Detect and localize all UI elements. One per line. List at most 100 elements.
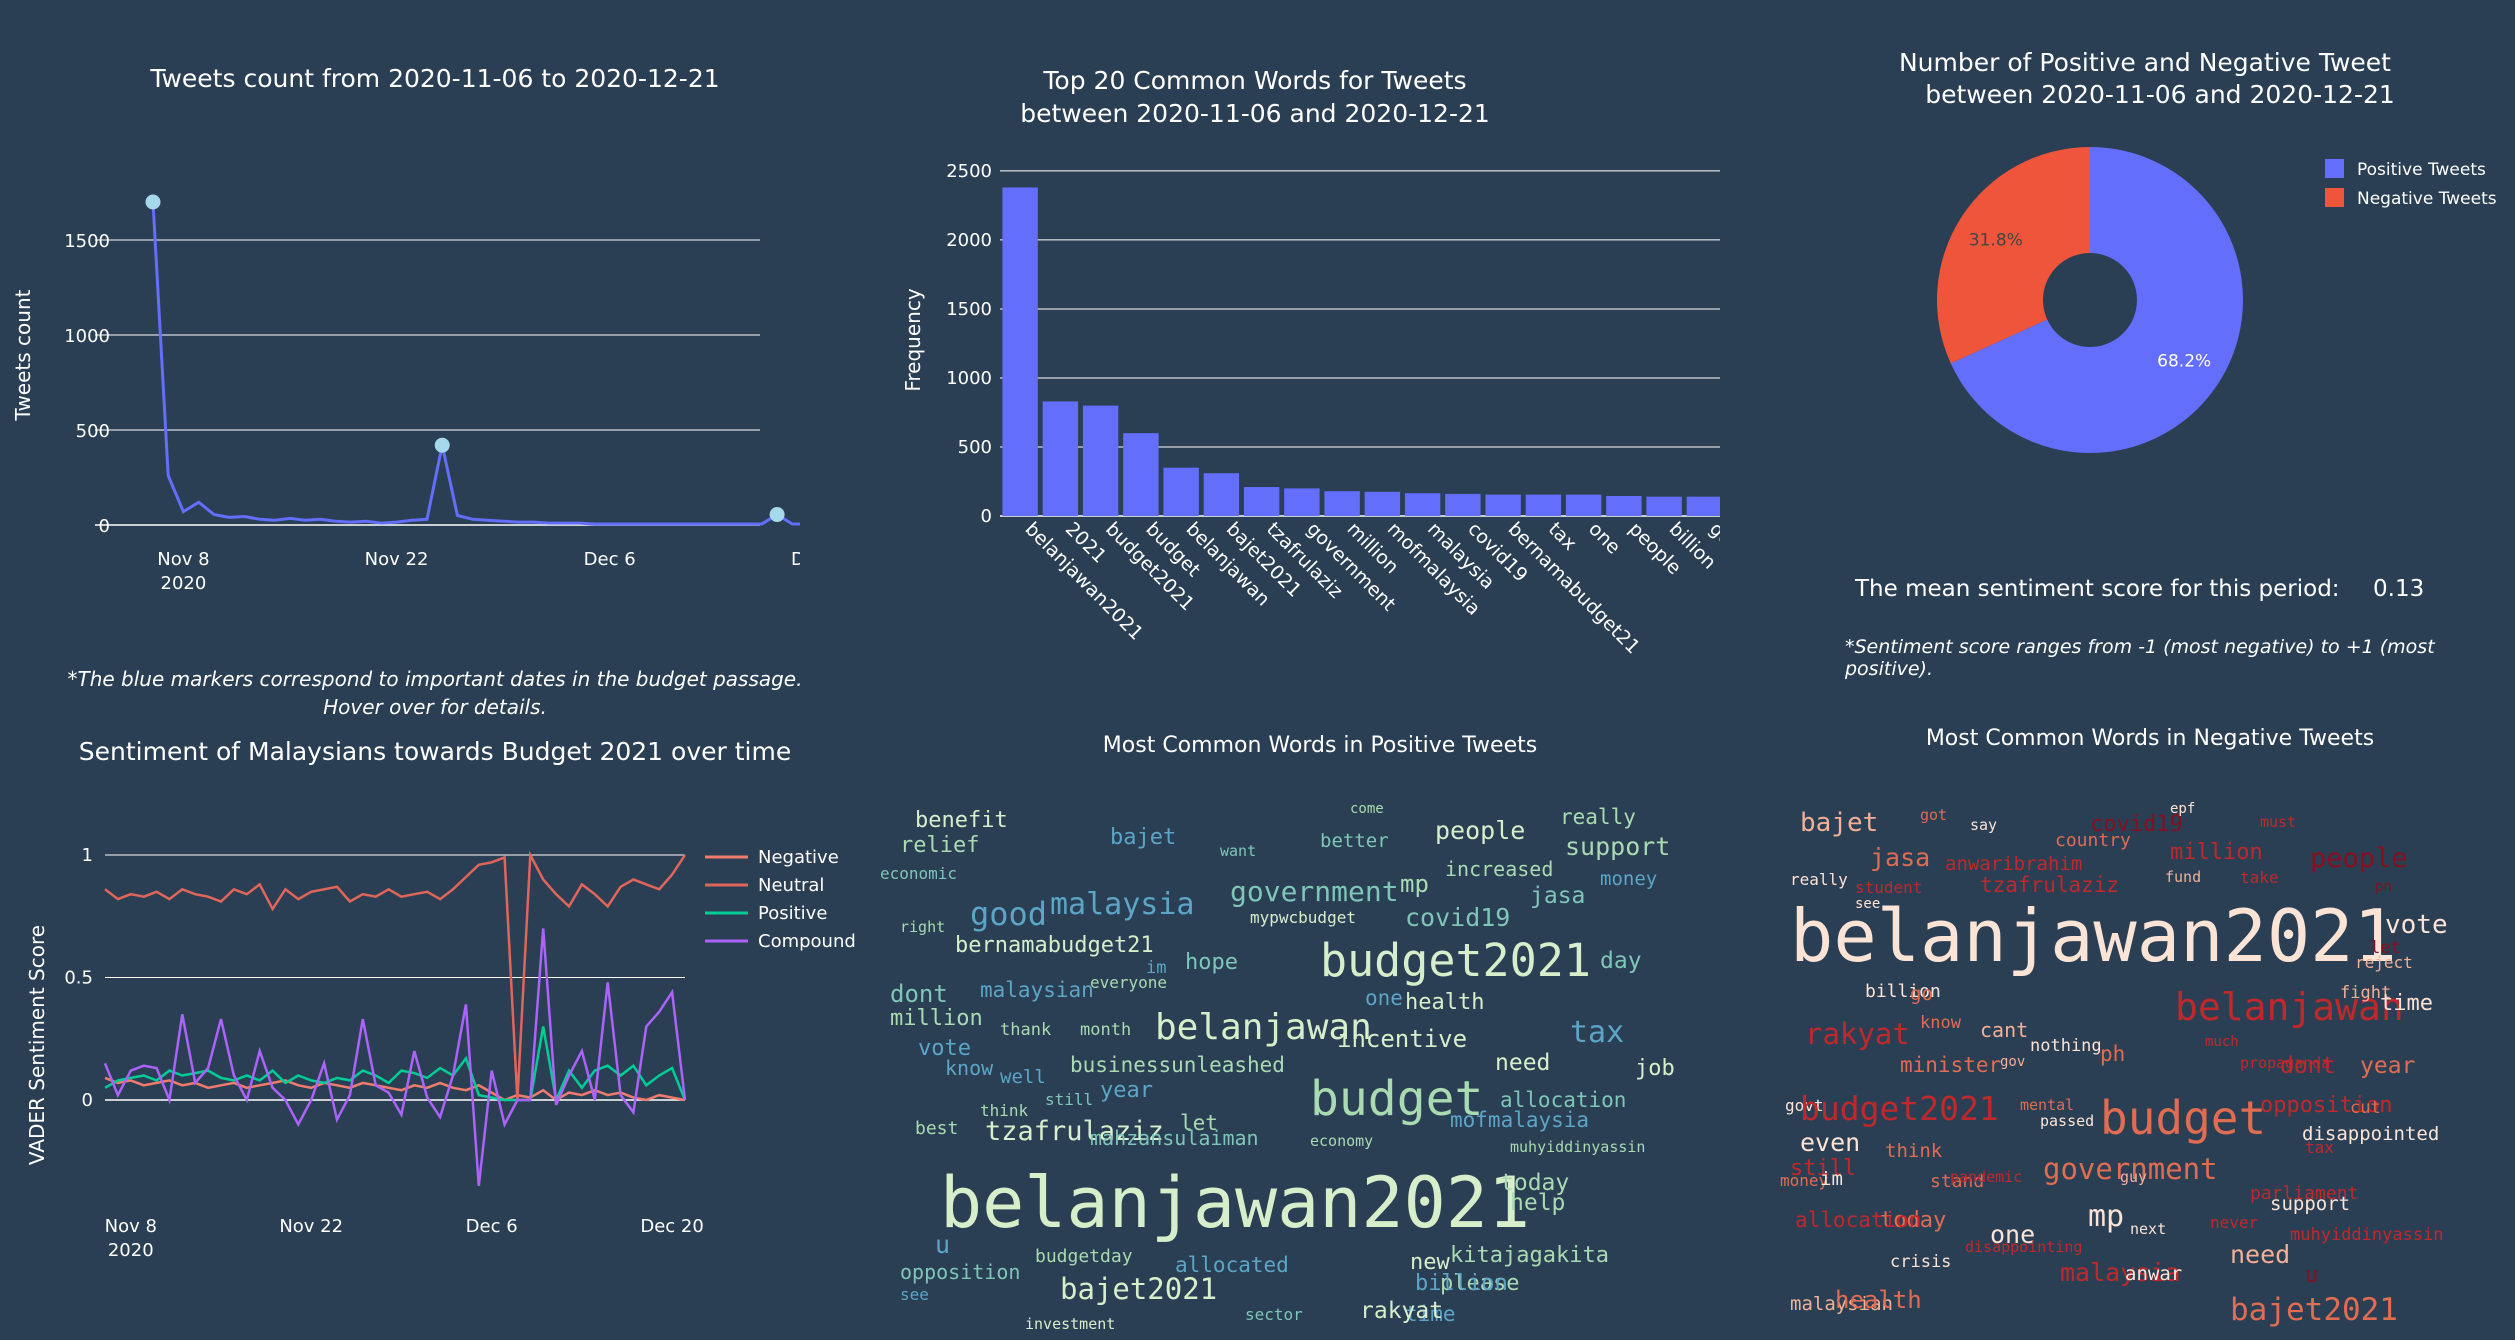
wordcloud-word: say (1970, 816, 1998, 834)
tweets-xtick-label: Dec 20 (791, 549, 800, 570)
word-frequency-bar[interactable] (1525, 494, 1562, 516)
important-date-marker[interactable] (145, 194, 161, 210)
sentiment-series-line[interactable] (103, 928, 687, 1186)
tweets-count-title: Tweets count from 2020-11-06 to 2020-12-… (150, 64, 720, 93)
wordcloud-word: tax (2305, 1138, 2334, 1157)
wordcloud-word: tax (1570, 1015, 1625, 1050)
sentiment-ytick-label: 1 (82, 845, 93, 866)
wordcloud-word: malaysian (1790, 1293, 1893, 1315)
wordcloud-word: see (1855, 896, 1881, 912)
top-words-title-1: Top 20 Common Words for Tweets (1043, 66, 1467, 95)
negative-wordcloud: bajet got say covid19 epf must country jasa anwa… (1770, 790, 2510, 1330)
wordcloud-word: disappointed (2302, 1123, 2440, 1145)
wordcloud-word: thank (1000, 1020, 1052, 1040)
wordcloud-word: incentive (1337, 1025, 1468, 1053)
top-words-title-2: between 2020-11-06 and 2020-12-21 (1020, 99, 1490, 128)
sentiment-ytick-label: 0 (82, 1090, 93, 1111)
important-date-marker[interactable] (769, 507, 785, 523)
wordcloud-word: government (1230, 875, 1399, 908)
word-frequency-bar[interactable] (1203, 473, 1240, 516)
wordcloud-word: guy (2120, 1168, 2148, 1186)
wordcloud-word: stand (1930, 1171, 1985, 1192)
wordcloud-word: need (1495, 1050, 1551, 1076)
wordcloud-word: mental (2020, 1096, 2075, 1114)
wordcloud-word: jasa (1530, 883, 1586, 909)
tweets-xtick-label: 2020 (161, 573, 207, 594)
mean-score-note: *Sentiment score ranges from -1 (most ne… (1845, 636, 2435, 680)
sentiment-title: Sentiment of Malaysians towards Budget 2… (78, 737, 792, 766)
word-frequency-bar[interactable] (1243, 487, 1280, 516)
wordcloud-word: need (2230, 1240, 2291, 1269)
word-frequency-bar[interactable] (1485, 494, 1521, 516)
wordcloud-word: mypwcbudget (1250, 908, 1356, 927)
word-frequency-bar[interactable] (1686, 496, 1720, 516)
sentiment-legend-label[interactable]: Compound (758, 931, 856, 952)
sentiment-series-line[interactable] (104, 1076, 686, 1102)
word-frequency-bar[interactable] (1123, 433, 1159, 516)
legend-label[interactable]: Positive Tweets (2357, 160, 2486, 180)
wordcloud-word: dont (890, 980, 948, 1008)
sentiment-legend-label[interactable]: Neutral (758, 875, 824, 896)
wordcloud-word: month (1080, 1020, 1132, 1040)
wordcloud-word: help (1510, 1190, 1566, 1216)
legend-label[interactable]: Negative Tweets (2357, 189, 2497, 209)
word-frequency-bar[interactable] (1646, 496, 1682, 516)
tweets-count-line[interactable] (151, 201, 800, 526)
wordcloud-word: come (1350, 801, 1384, 817)
wordcloud-word: reject (2355, 953, 2413, 972)
word-frequency-bar[interactable] (1002, 187, 1038, 516)
wordcloud-word: mp (1400, 870, 1429, 898)
wordcloud-word: think (1885, 1140, 1943, 1162)
tweets-count-chart[interactable]: Tweets count 0 500 1000 1500 Nov 8 2020 Nov 2… (0, 0, 800, 640)
frequency-ytick-label: 1500 (946, 299, 992, 320)
sentiment-pie-chart[interactable]: 68.2% 31.8% Positive Tweets Negative Tweet… (1900, 130, 2515, 470)
word-frequency-bar[interactable] (1284, 488, 1320, 516)
sentiment-legend-label[interactable]: Negative (758, 847, 839, 868)
wordcloud-word: job (1635, 1056, 1675, 1081)
wordcloud-word: million (890, 1006, 983, 1031)
tweets-xtick-label: Nov 22 (365, 549, 429, 570)
word-frequency-bar[interactable] (1565, 494, 1602, 516)
wordcloud-word: malaysia (2060, 1258, 2181, 1287)
word-frequency-bar[interactable] (1042, 401, 1079, 516)
wordcloud-word: good (970, 895, 1048, 933)
wordcloud-word: billion (1415, 1271, 1508, 1296)
wordcloud-word: country (2055, 830, 2131, 851)
pie-slice[interactable] (1937, 147, 2090, 364)
word-frequency-bar[interactable] (1324, 491, 1360, 516)
wordcloud-word: fight (2340, 983, 2392, 1003)
wordcloud-word: even (1800, 1128, 1861, 1157)
wordcloud-word: bajet2021 (2230, 1292, 2398, 1328)
wordcloud-word: nothing (2030, 1036, 2102, 1056)
word-frequency-bar[interactable] (1364, 491, 1401, 516)
wordcloud-word: still (1045, 1090, 1094, 1109)
wordcloud-word: allocation (1500, 1088, 1627, 1112)
wordcloud-word: businessunleashed (1070, 1053, 1285, 1077)
frequency-ytick-label: 500 (958, 437, 992, 458)
important-date-marker[interactable] (434, 437, 450, 453)
word-frequency-bar[interactable] (1404, 493, 1441, 516)
sentiment-series-line[interactable] (104, 850, 687, 1101)
pie-slice[interactable] (1950, 147, 2243, 454)
sentiment-legend-label[interactable]: Positive (758, 903, 827, 924)
wordcloud-word: dont (2280, 1053, 2336, 1079)
word-frequency-bar[interactable] (1163, 467, 1199, 516)
word-frequency-bar[interactable] (1445, 493, 1481, 516)
word-frequency-bar[interactable] (1606, 495, 1642, 516)
wordcloud-word: never (2210, 1213, 2259, 1232)
legend-swatch (2325, 188, 2344, 207)
wordcloud-word: vote (2385, 910, 2448, 940)
wordcloud-word: time (1405, 1302, 1456, 1326)
frequency-ytick-label: 1000 (946, 368, 992, 389)
wordcloud-word: today (1880, 1208, 1947, 1233)
wordcloud-word: year (2360, 1053, 2416, 1079)
sentiment-line-chart[interactable]: VADER Sentiment Score 0 0.5 1 Nov 8 2020 Nov… (0, 780, 870, 1320)
wordcloud-word: muhyiddinyassin (2290, 1225, 2444, 1245)
wordcloud-word: covid19 (2090, 812, 2183, 837)
wordcloud-word: u (935, 1230, 951, 1259)
wordcloud-word: bajet2021 (1060, 1272, 1218, 1306)
word-frequency-bar[interactable] (1082, 405, 1119, 516)
sentiment-xtick-label: Dec 20 (640, 1216, 703, 1237)
wordcloud-word: malaysian (980, 978, 1094, 1002)
